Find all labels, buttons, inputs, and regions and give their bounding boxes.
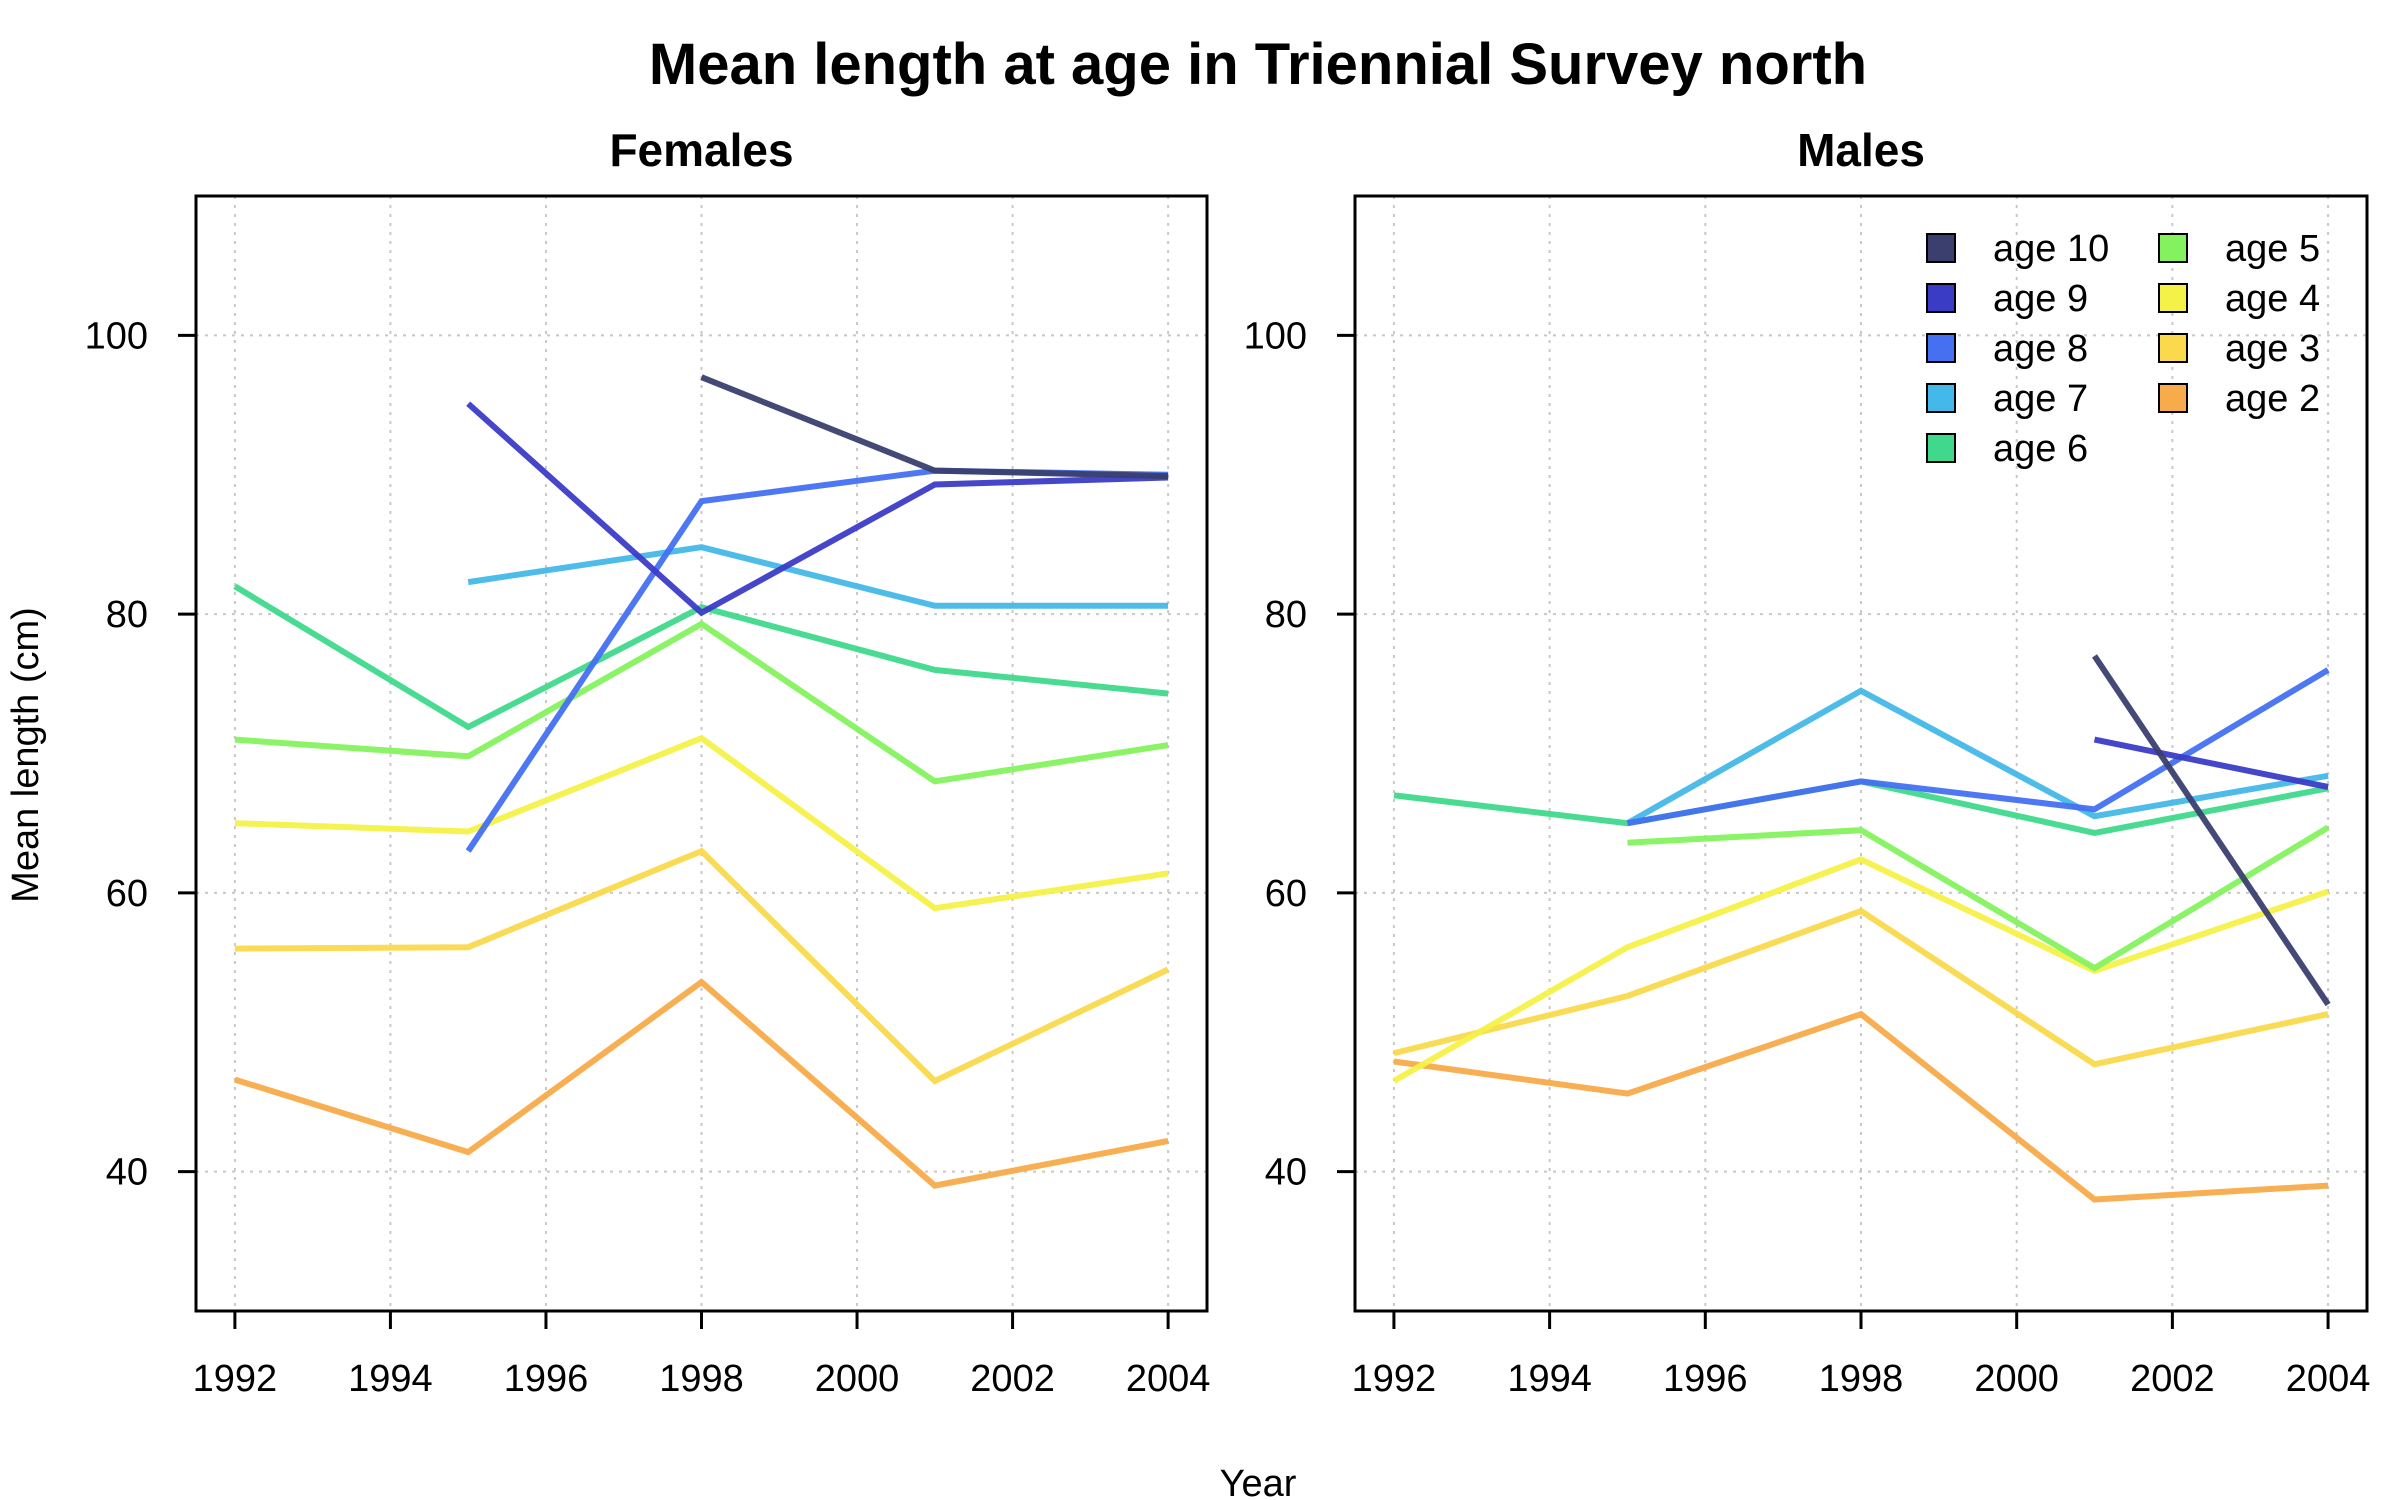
series-line-age-6	[233, 583, 1169, 731]
y-tick-label: 60	[1265, 873, 1307, 915]
legend-label: age 9	[1993, 278, 2088, 320]
x-tick-label: 1994	[1507, 1358, 1592, 1400]
series-line-age-7	[1626, 687, 2329, 826]
panel-females: Females 1992 1994 1996 1998 2000 2002 2004 40 60 8…	[85, 124, 1211, 1400]
y-tick-label: 40	[106, 1152, 148, 1194]
legend: age 10 age 9 age 8 age 7 age 6 age 5 age 4 age …	[1926, 228, 2320, 470]
legend-swatch	[2158, 383, 2188, 413]
series-line-age-5	[1627, 824, 2330, 972]
series-line-age-8	[465, 467, 1169, 853]
series-line-age-4	[234, 734, 1169, 912]
legend-swatch	[1926, 433, 1956, 463]
series-line-age-4	[1392, 856, 2330, 1084]
legend-label: age 2	[2225, 378, 2320, 420]
x-tick-label: 2000	[815, 1358, 900, 1400]
x-axis-title: Year	[1220, 1463, 1297, 1500]
series-line-age-5	[234, 620, 1169, 785]
x-tick-label: 1998	[659, 1358, 744, 1400]
x-tick-label: 2004	[2286, 1358, 2371, 1400]
legend-swatch	[1926, 333, 1956, 363]
series-line-age-10	[700, 374, 1169, 480]
y-tick-label: 40	[1265, 1152, 1307, 1194]
chart-panels: Females 1992 1994 1996 1998 2000 2002 2004 40 60 8…	[85, 124, 2371, 1400]
legend-label: age 6	[1993, 428, 2088, 470]
panel-males: Males 1992 1994 1996 1998 2000 2002 2004 40 60 80 1…	[1244, 124, 2371, 1400]
series-line-age-2	[234, 978, 1169, 1189]
x-tick-label: 1992	[1352, 1358, 1437, 1400]
legend-label: age 7	[1993, 378, 2088, 420]
legend-label: age 5	[2225, 228, 2320, 270]
x-tick-label: 2004	[1126, 1358, 1211, 1400]
series-line-age-10	[2092, 654, 2331, 1007]
x-tick-label: 1994	[348, 1358, 433, 1400]
x-tick-label: 2002	[2130, 1358, 2215, 1400]
series-line-age-9	[466, 401, 1169, 617]
legend-swatch	[2158, 233, 2188, 263]
y-axis-title: Mean length (cm)	[5, 607, 47, 903]
x-tick-label: 2002	[970, 1358, 1055, 1400]
series-line-age-7	[467, 544, 1169, 609]
y-tick-label: 100	[1244, 315, 1307, 357]
series-line-age-8	[1626, 667, 2330, 827]
y-tick-label: 60	[106, 873, 148, 915]
y-tick-label: 100	[85, 315, 148, 357]
x-tick-label: 1992	[193, 1358, 278, 1400]
series-line-age-3	[234, 847, 1170, 1085]
panel-title: Females	[609, 124, 793, 176]
legend-label: age 10	[1993, 228, 2109, 270]
series-line-age-9	[2093, 736, 2329, 790]
series-line-age-6	[1393, 778, 2329, 836]
legend-swatch	[2158, 283, 2188, 313]
x-tick-label: 2000	[1974, 1358, 2059, 1400]
legend-swatch	[1926, 383, 1956, 413]
legend-swatch	[1926, 283, 1956, 313]
series-line-age-2	[1393, 1010, 2329, 1203]
legend-label: age 4	[2225, 278, 2320, 320]
panel-title: Males	[1797, 124, 1925, 176]
x-tick-label: 1998	[1819, 1358, 1904, 1400]
legend-swatch	[1926, 233, 1956, 263]
legend-swatch	[2158, 333, 2188, 363]
series-line-age-3	[1393, 907, 2329, 1068]
legend-label: age 3	[2225, 328, 2320, 370]
x-tick-label: 1996	[1663, 1358, 1748, 1400]
y-tick-label: 80	[1265, 594, 1307, 636]
legend-label: age 8	[1993, 328, 2088, 370]
y-tick-label: 80	[106, 594, 148, 636]
x-tick-label: 1996	[504, 1358, 589, 1400]
chart-title: Mean length at age in Triennial Survey n…	[649, 32, 1867, 97]
